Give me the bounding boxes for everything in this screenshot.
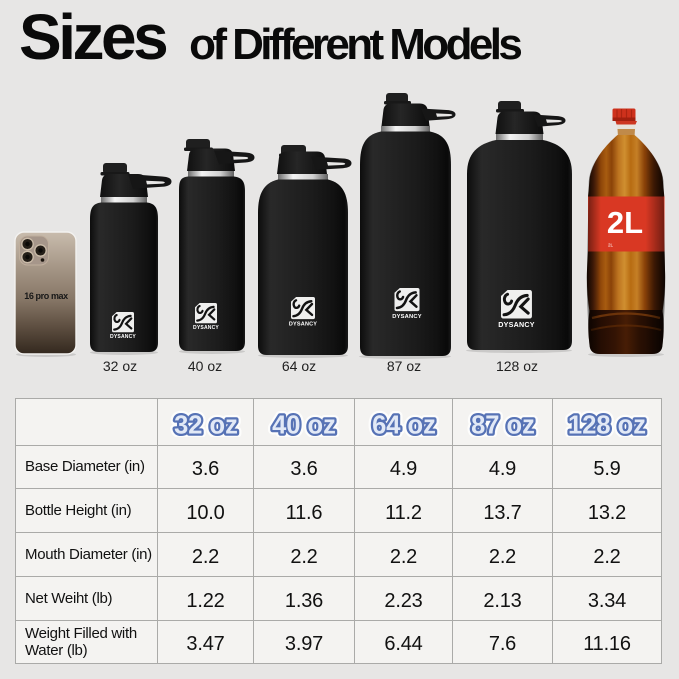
svg-text:16 pro max: 16 pro max	[24, 291, 68, 301]
svg-text:2L: 2L	[608, 243, 614, 248]
svg-text:87 oz: 87 oz	[471, 411, 535, 437]
svg-text:2L: 2L	[607, 205, 643, 240]
svg-text:32 oz: 32 oz	[174, 411, 238, 437]
svg-text:40 oz: 40 oz	[272, 411, 336, 437]
svg-text:64 oz: 64 oz	[372, 411, 436, 437]
svg-text:128 oz: 128 oz	[568, 411, 646, 437]
